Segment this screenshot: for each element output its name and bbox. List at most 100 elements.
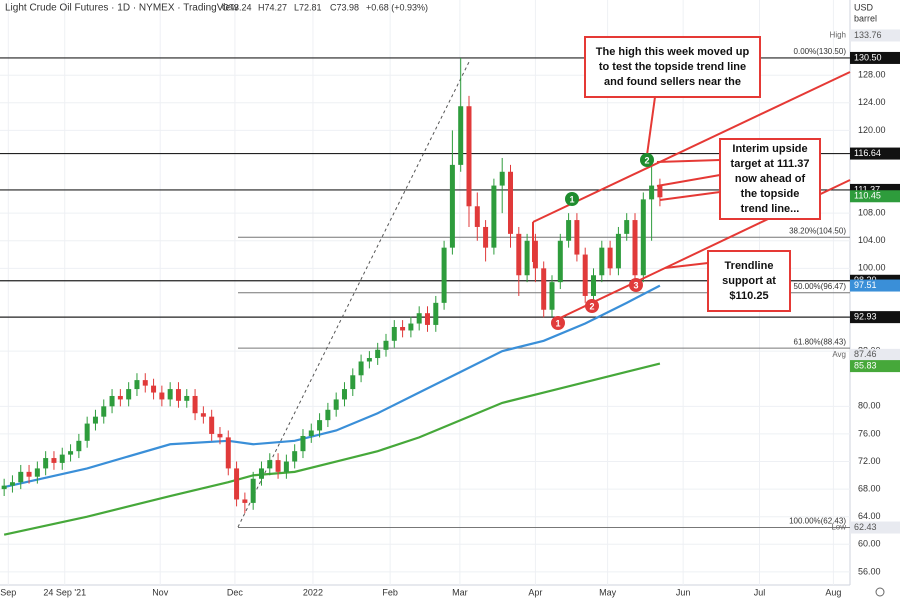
candle-body xyxy=(607,247,613,269)
price-tag-label: 130.50 xyxy=(854,52,882,62)
y-tick-label: 64.00 xyxy=(858,511,881,521)
candle-body xyxy=(366,358,372,362)
fib-label: 61.80%(88.43) xyxy=(794,337,847,346)
candle-body xyxy=(325,409,331,421)
candle-body xyxy=(1,485,7,490)
annotation-text: $110.25 xyxy=(729,290,768,302)
candle-body xyxy=(549,282,555,310)
marker xyxy=(551,316,565,330)
y-tick-label: 60.00 xyxy=(858,539,881,549)
annotation-box xyxy=(719,138,821,220)
unit: USD xyxy=(854,2,874,12)
price-tag xyxy=(850,360,900,373)
candle-body xyxy=(283,461,289,472)
candle-body xyxy=(541,268,547,310)
candle-body xyxy=(68,451,74,455)
price-tag-label: 116.64 xyxy=(854,148,881,158)
annotation-text: trend line... xyxy=(741,203,800,215)
marker xyxy=(565,192,579,206)
price-tag-label: 133.76 xyxy=(854,30,882,40)
candle-body xyxy=(109,395,115,407)
y-tick-label: 72.00 xyxy=(858,456,881,466)
candle-body xyxy=(491,185,497,248)
price-tag xyxy=(850,147,900,160)
marker xyxy=(629,278,643,292)
settings-icon[interactable] xyxy=(875,587,885,597)
candle-body xyxy=(92,416,98,424)
y-tick-label: 68.00 xyxy=(858,483,881,493)
candle-body xyxy=(333,399,339,410)
price-tag xyxy=(850,51,900,64)
candle-body xyxy=(258,468,264,479)
price-tag xyxy=(850,190,900,203)
candle-body xyxy=(9,482,15,486)
price-tag-name: Low xyxy=(831,523,846,532)
candle-body xyxy=(18,471,24,483)
marker-label: 2 xyxy=(644,155,649,165)
candle-body xyxy=(640,199,646,276)
candle-body xyxy=(184,395,190,401)
price-tag-label: 85.83 xyxy=(854,360,877,370)
candle-body xyxy=(424,313,430,325)
candle-body xyxy=(250,478,256,503)
symbol-title: Light Crude Oil Futures · 1D · NYMEX · T… xyxy=(5,3,239,14)
candle-body xyxy=(308,430,314,436)
price-tag-name: Avg xyxy=(832,350,846,359)
annotation-text: The high this week moved up xyxy=(596,46,750,58)
candle-body xyxy=(582,254,588,296)
quote-value: H74.27 xyxy=(258,2,287,12)
x-tick-label: Nov xyxy=(152,587,169,597)
fib-label: 100.00%(62.43) xyxy=(789,517,846,526)
y-tick-label: 128.00 xyxy=(858,70,886,80)
quote-value: O73.24 xyxy=(222,2,252,12)
candle-body xyxy=(615,233,621,269)
price-tag-label: 111.37 xyxy=(854,184,880,194)
candle-body xyxy=(43,458,49,469)
candle-body xyxy=(209,416,215,434)
price-tag-label: 97.51 xyxy=(854,280,877,290)
annotation-box xyxy=(584,36,761,98)
x-tick-label: 24 Sep '21 xyxy=(43,587,86,597)
candle-body xyxy=(142,380,148,386)
fib-diagonal xyxy=(237,59,471,528)
candle-body xyxy=(267,460,273,469)
candle-body xyxy=(566,220,572,241)
x-tick-label: Jun xyxy=(676,587,691,597)
marker-label: 3 xyxy=(633,280,638,290)
candle-body xyxy=(167,389,173,400)
moving-average xyxy=(3,362,661,536)
annotation-text: the topside xyxy=(741,188,800,200)
candle-body xyxy=(292,451,298,462)
candle-body xyxy=(26,471,32,477)
annotation-text: Interim upside xyxy=(732,143,807,155)
candle-body xyxy=(159,392,165,400)
candle-body xyxy=(217,433,223,438)
candle-body xyxy=(624,220,630,234)
x-tick-label: Apr xyxy=(528,587,542,597)
y-tick-label: 104.00 xyxy=(858,235,886,245)
price-tag xyxy=(850,29,900,42)
candle-body xyxy=(101,406,107,417)
candle-body xyxy=(416,313,422,324)
candle-body xyxy=(400,326,406,331)
fib-label: 38.20%(104.50) xyxy=(789,226,846,235)
candle-body xyxy=(524,240,530,276)
candle-body xyxy=(84,423,90,441)
candle-body xyxy=(225,437,231,469)
x-tick-label: 2022 xyxy=(303,587,323,597)
candle-body xyxy=(516,233,522,276)
price-tag xyxy=(850,279,900,292)
candle-body xyxy=(591,275,597,296)
candle-body xyxy=(408,323,414,331)
marker-label: 1 xyxy=(555,318,560,328)
quote-value: +0.68 (+0.93%) xyxy=(366,2,428,12)
fib-label: 50.00%(96.47) xyxy=(794,282,847,291)
x-tick-label: Mar xyxy=(452,587,468,597)
candle-body xyxy=(474,206,480,227)
candle-body xyxy=(458,106,464,165)
price-tag-label: 62.43 xyxy=(854,522,877,532)
candle-body xyxy=(317,420,323,431)
candle-body xyxy=(76,440,82,452)
candle-body xyxy=(300,435,306,452)
x-tick-label: Feb xyxy=(382,587,398,597)
